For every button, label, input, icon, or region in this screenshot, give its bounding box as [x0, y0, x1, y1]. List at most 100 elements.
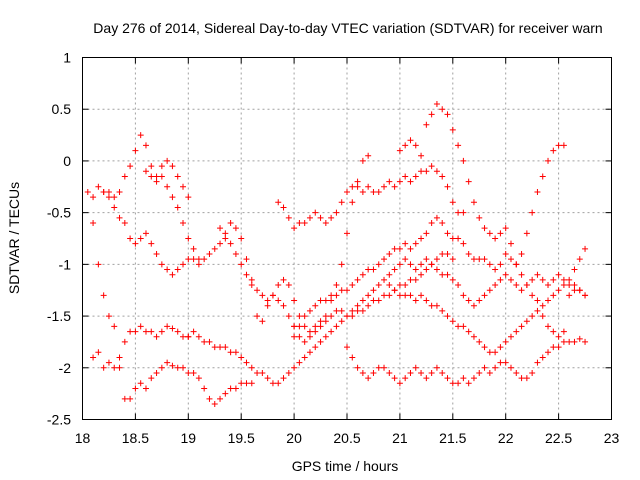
- data-point: [301, 323, 308, 330]
- data-point: [142, 142, 149, 149]
- data-point: [169, 362, 176, 369]
- data-point: [370, 297, 377, 304]
- data-point: [539, 354, 546, 361]
- data-point: [423, 266, 430, 273]
- data-point: [137, 323, 144, 330]
- data-point: [243, 271, 250, 278]
- data-point: [492, 282, 499, 289]
- data-point: [227, 349, 234, 356]
- data-point: [444, 313, 451, 320]
- data-point: [354, 178, 361, 185]
- grid: [82, 57, 612, 420]
- data-point: [306, 328, 313, 335]
- data-point: [439, 219, 446, 226]
- data-point: [460, 209, 467, 216]
- data-point: [217, 240, 224, 247]
- data-point: [412, 266, 419, 273]
- data-point: [132, 328, 139, 335]
- data-point: [296, 359, 303, 366]
- data-point: [349, 354, 356, 361]
- data-point: [322, 318, 329, 325]
- data-point: [460, 323, 467, 330]
- data-point: [455, 282, 462, 289]
- data-point: [396, 292, 403, 299]
- data-point: [523, 375, 530, 382]
- data-point: [291, 333, 298, 340]
- data-point: [317, 318, 324, 325]
- y-tick-label: -1.5: [47, 308, 71, 324]
- data-point: [449, 235, 456, 242]
- data-point: [412, 142, 419, 149]
- data-point: [391, 183, 398, 190]
- data-point: [153, 173, 160, 180]
- data-point: [428, 261, 435, 268]
- data-point: [153, 369, 160, 376]
- data-point: [507, 256, 514, 263]
- data-point: [381, 292, 388, 299]
- data-point: [566, 292, 573, 299]
- data-point: [444, 375, 451, 382]
- data-point: [142, 385, 149, 392]
- data-point: [550, 344, 557, 351]
- data-point: [365, 302, 372, 309]
- data-point: [185, 235, 192, 242]
- data-point: [460, 375, 467, 382]
- data-point: [116, 188, 123, 195]
- data-point: [121, 395, 128, 402]
- data-point: [338, 287, 345, 294]
- data-point: [180, 261, 187, 268]
- data-point: [285, 282, 292, 289]
- axis-ticks: [82, 57, 612, 420]
- data-point: [470, 333, 477, 340]
- data-point: [201, 256, 208, 263]
- series-sat-b: [100, 188, 202, 278]
- data-point: [95, 183, 102, 190]
- data-point: [386, 292, 393, 299]
- data-point: [534, 271, 541, 278]
- data-point: [121, 173, 128, 180]
- data-point: [359, 307, 366, 314]
- data-point: [195, 256, 202, 263]
- data-point: [502, 359, 509, 366]
- data-point: [534, 188, 541, 195]
- data-point: [402, 256, 409, 263]
- data-point: [248, 364, 255, 371]
- data-point: [529, 292, 536, 299]
- data-point: [407, 137, 414, 144]
- data-point: [365, 266, 372, 273]
- data-point: [254, 287, 261, 294]
- y-tick-label: 0: [63, 153, 71, 169]
- data-point: [296, 219, 303, 226]
- data-point: [354, 307, 361, 314]
- data-point: [582, 292, 589, 299]
- data-point: [396, 261, 403, 268]
- data-point: [370, 266, 377, 273]
- data-point: [555, 344, 562, 351]
- data-point: [407, 261, 414, 268]
- data-point: [180, 333, 187, 340]
- data-point: [264, 375, 271, 382]
- data-point: [201, 338, 208, 345]
- data-point: [280, 276, 287, 283]
- data-point: [174, 204, 181, 211]
- data-point: [386, 271, 393, 278]
- data-point: [243, 359, 250, 366]
- data-point: [449, 276, 456, 283]
- data-point: [317, 323, 324, 330]
- data-point: [412, 297, 419, 304]
- data-point: [576, 335, 583, 342]
- data-point: [428, 302, 435, 309]
- data-point: [232, 225, 239, 232]
- data-point: [365, 183, 372, 190]
- data-point: [158, 328, 165, 335]
- data-point: [349, 183, 356, 190]
- data-point: [185, 369, 192, 376]
- data-point: [111, 204, 118, 211]
- data-point: [164, 157, 171, 164]
- data-point: [555, 271, 562, 278]
- data-point: [539, 302, 546, 309]
- data-point: [513, 328, 520, 335]
- data-point: [518, 375, 525, 382]
- data-point: [412, 240, 419, 247]
- data-point: [423, 256, 430, 263]
